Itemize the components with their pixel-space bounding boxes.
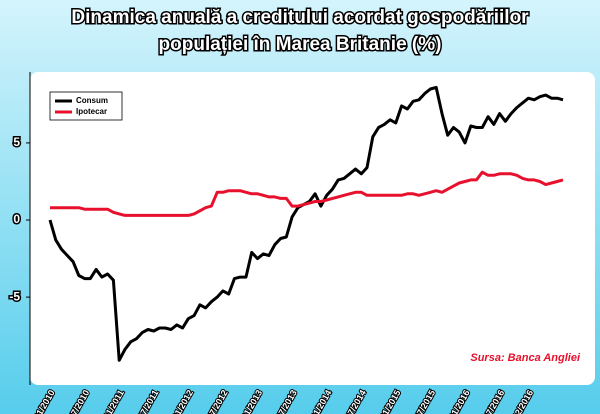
chart-title: populației în Marea Britanie (%) bbox=[159, 34, 442, 55]
legend-box bbox=[49, 91, 123, 121]
series-line bbox=[50, 170, 564, 217]
y-tick-label: 0 bbox=[13, 212, 20, 226]
legend-label: Consum bbox=[76, 96, 108, 105]
chart-title: Dinamica anuală a creditului acordat gos… bbox=[71, 7, 529, 28]
y-tick-label: 5 bbox=[13, 135, 20, 149]
legend-label: Ipotecar bbox=[76, 107, 107, 116]
y-tick-label: -5 bbox=[9, 289, 20, 303]
source-note: Sursa: Banca Angliei bbox=[470, 352, 581, 364]
plot-area bbox=[30, 72, 595, 385]
